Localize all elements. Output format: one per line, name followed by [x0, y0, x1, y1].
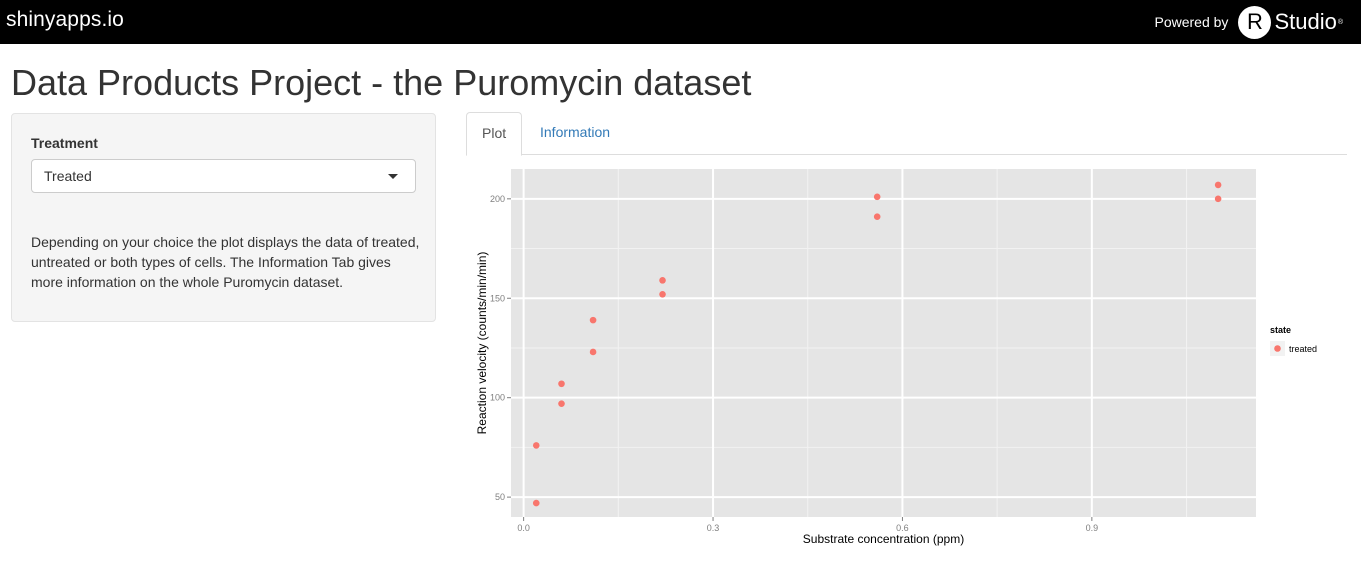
rstudio-logo-text: Studio	[1274, 9, 1336, 35]
registered-mark: ®	[1338, 19, 1343, 26]
treatment-select-value: Treated	[44, 168, 92, 184]
data-point	[874, 213, 881, 220]
x-tick-label: 0.0	[517, 523, 530, 533]
y-tick-label: 150	[490, 293, 505, 303]
legend-entry-label: treated	[1289, 344, 1317, 354]
legend-title: state	[1270, 325, 1291, 335]
data-point	[590, 349, 597, 356]
brand-link[interactable]: shinyapps.io	[6, 8, 124, 32]
data-point	[590, 317, 597, 324]
y-tick-label: 200	[490, 194, 505, 204]
data-point	[1215, 196, 1222, 203]
sidebar-panel: Treatment Treated Depending on your choi…	[11, 113, 436, 322]
tab-bar: Plot Information	[466, 112, 1347, 155]
tab-information[interactable]: Information	[525, 112, 625, 155]
data-point	[558, 380, 565, 387]
data-point	[533, 500, 540, 507]
tab-plot[interactable]: Plot	[466, 112, 522, 156]
x-axis-title: Substrate concentration (ppm)	[803, 532, 964, 546]
data-point	[659, 277, 666, 284]
chevron-down-icon[interactable]	[388, 174, 398, 179]
x-tick-label: 0.3	[707, 523, 720, 533]
data-point	[659, 291, 666, 298]
data-point	[533, 442, 540, 449]
treatment-select[interactable]: Treated	[31, 159, 416, 193]
powered-by-rstudio[interactable]: Powered by R Studio ®	[1155, 0, 1344, 44]
x-tick-label: 0.9	[1086, 523, 1099, 533]
plot-area: 0.0 0.3 0.6 0.9 50 100 150 200 Substrate concent…	[466, 158, 1356, 558]
y-axis-title: Reaction velocity (counts/min/min)	[475, 252, 489, 435]
help-text: Depending on your choice the plot displa…	[31, 232, 421, 292]
top-navbar: shinyapps.io Powered by R Studio ®	[0, 0, 1361, 44]
data-point	[558, 400, 565, 407]
treatment-label: Treatment	[31, 135, 98, 151]
legend-key-point	[1274, 345, 1281, 352]
rstudio-logo-icon: R	[1238, 6, 1271, 39]
plot-panel	[511, 169, 1256, 517]
data-point	[1215, 182, 1222, 189]
data-point	[874, 194, 881, 201]
page-title: Data Products Project - the Puromycin da…	[11, 62, 751, 104]
powered-by-label: Powered by	[1155, 14, 1229, 30]
y-tick-label: 100	[490, 393, 505, 403]
y-tick-label: 50	[495, 492, 505, 502]
